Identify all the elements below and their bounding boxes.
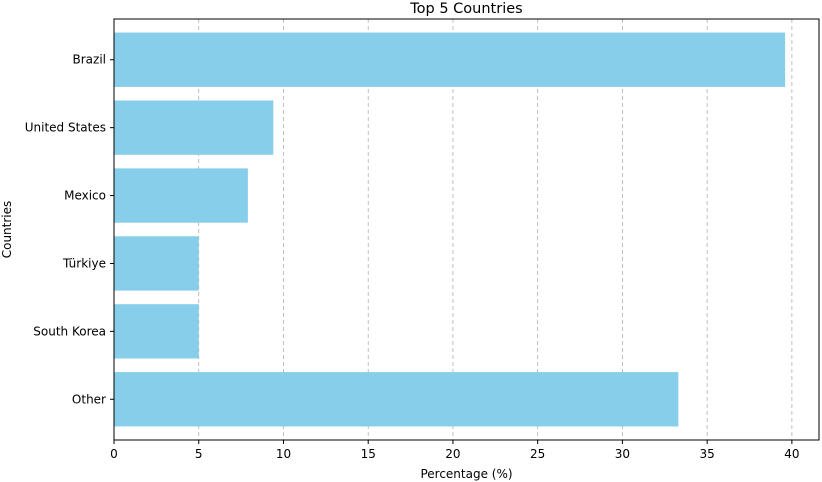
x-tick-label: 20: [445, 447, 460, 461]
x-tick-label: 15: [361, 447, 376, 461]
bar: [114, 32, 786, 87]
chart-title: Top 5 Countries: [409, 1, 522, 17]
gridlines: [113, 19, 793, 440]
y-tick-label: Türkiye: [62, 256, 106, 270]
y-tick-label: South Korea: [33, 324, 106, 338]
bar: [114, 100, 274, 155]
x-tick-label: 10: [276, 447, 291, 461]
bar: [114, 304, 199, 359]
y-tick-label: Brazil: [73, 53, 107, 67]
bar: [114, 372, 679, 427]
x-tick-label: 5: [195, 447, 203, 461]
x-axis-ticks: 0 5 10 15 20 25 30 35 40: [110, 440, 800, 461]
x-axis-label: Percentage (%): [420, 467, 512, 481]
y-axis-ticks: Brazil United States Mexico Türkiye South Ko…: [25, 53, 114, 406]
bar: [114, 168, 248, 223]
y-axis-label: Countries: [0, 201, 14, 259]
bars: [114, 32, 786, 427]
y-tick-label: Other: [72, 392, 106, 406]
y-tick-label: United States: [25, 121, 106, 135]
y-tick-label: Mexico: [64, 189, 106, 203]
bar: [114, 236, 199, 291]
x-tick-label: 40: [784, 447, 799, 461]
plot-frame: [113, 18, 820, 441]
x-tick-label: 30: [615, 447, 630, 461]
x-tick-label: 0: [110, 447, 118, 461]
x-tick-label: 25: [530, 447, 545, 461]
x-tick-label: 35: [700, 447, 715, 461]
